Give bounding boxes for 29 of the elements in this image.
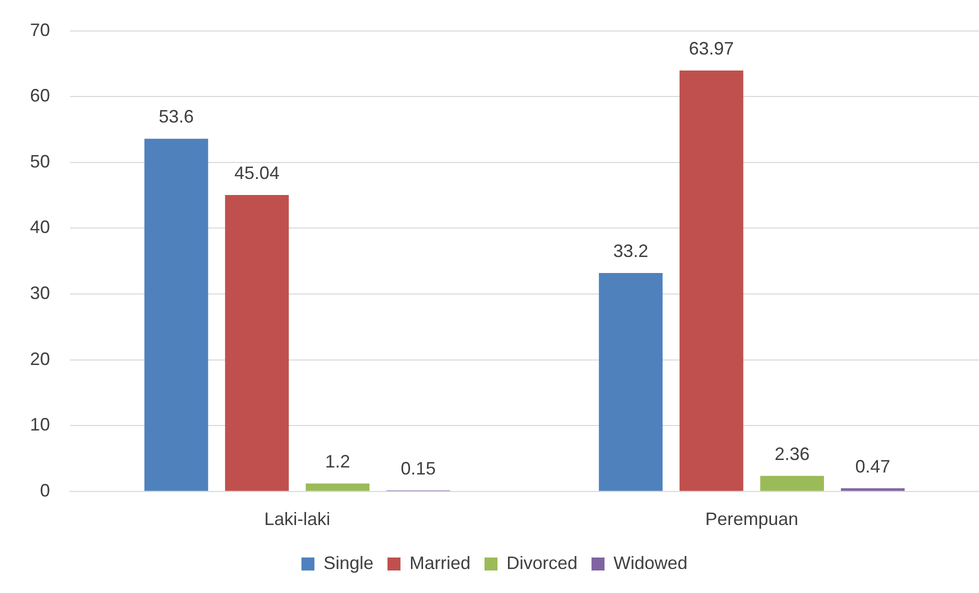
y-tick-label: 10 <box>30 414 50 435</box>
data-label: 0.15 <box>400 458 436 478</box>
data-label: 1.2 <box>325 451 350 472</box>
x-tick-label: Perempuan <box>705 509 798 530</box>
y-tick-label: 50 <box>30 151 50 172</box>
x-tick-label: Laki-laki <box>264 509 330 530</box>
bar <box>840 488 905 491</box>
bar <box>306 484 370 491</box>
data-label: 53.6 <box>158 106 194 127</box>
bar <box>144 138 208 491</box>
y-tick-label: 60 <box>30 86 50 106</box>
y-tick-label: 20 <box>30 348 50 369</box>
data-label: 0.47 <box>855 456 890 476</box>
legend-label: Widowed <box>614 552 688 573</box>
bar <box>598 272 663 491</box>
data-label: 45.04 <box>234 163 280 184</box>
bar <box>225 195 289 491</box>
legend-label: Divorced <box>506 552 578 573</box>
data-label: 2.36 <box>774 444 810 464</box>
legend-label: Single <box>323 552 374 573</box>
y-tick-label: 30 <box>30 282 50 303</box>
bar <box>760 476 824 491</box>
data-label: 63.97 <box>688 38 734 58</box>
y-tick-label: 40 <box>30 217 50 238</box>
bar <box>680 70 744 491</box>
y-tick-label: 0 <box>40 480 50 500</box>
data-label: 33.2 <box>613 240 648 261</box>
legend-label: Married <box>409 552 470 573</box>
y-tick-label: 70 <box>30 20 50 40</box>
